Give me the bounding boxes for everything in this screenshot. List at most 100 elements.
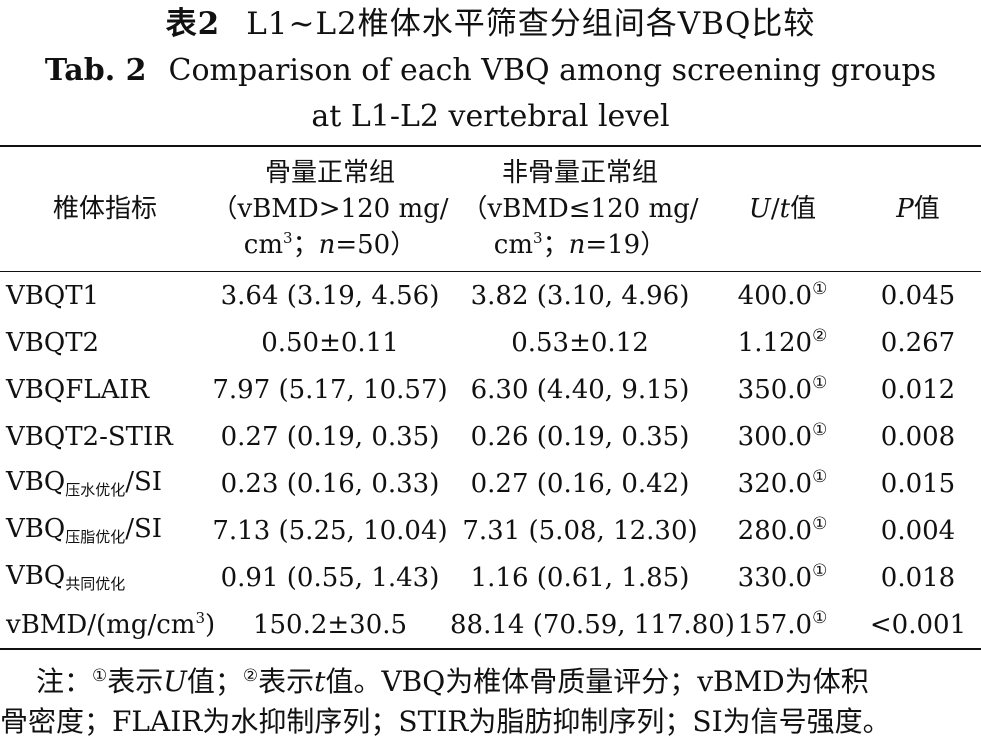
table-row: VBQ共同优化 0.91 (0.55, 1.43) 1.16 (0.61, 1.85… [0,554,981,601]
table-row: VBQ压水优化/SI 0.23 (0.16, 0.33) 0.27 (0.16, 0… [0,460,981,507]
table-label-cn: 表2 [165,6,221,42]
indicator-subscript: 共同优化 [65,575,126,593]
header-normal-count: =50） [335,230,417,260]
stat-value: 330.0 [737,562,813,593]
stat-value: 300.0 [737,421,813,452]
header-p-value: P值 [855,146,981,272]
table-row: VBQT1 3.64 (3.19, 4.56) 3.82 (3.10, 4.96) 4… [0,272,981,320]
indicator-main: VBQT2-STIR [6,421,173,452]
indicator-subscript: 压脂优化 [65,528,126,546]
stat-value: 320.0 [737,468,813,499]
header-indicator: 椎体指标 [52,194,157,224]
cell-indicator: VBQ压脂优化/SI [0,507,210,554]
cell-statistic: 300.0① [710,413,855,460]
indicator-tail: ) [205,609,216,640]
footnote-line1: 注：①表示U值；②表示t值。VBQ为椎体骨质量评分；vBMD为体积 [0,662,981,702]
cell-abnormal: 0.26 (0.19, 0.35) [470,421,690,452]
header-abnormal-n: n [568,230,586,260]
cell-normal: 0.91 (0.55, 1.43) [220,562,440,593]
cell-normal: 3.64 (3.19, 4.56) [220,280,440,311]
header-p: P [896,194,914,224]
table-title-cn: 表2 L1~L2椎体水平筛查分组间各VBQ比较 [0,4,981,44]
footnote-mark-2: ② [242,666,259,686]
cell-p-value: 0.008 [880,421,956,452]
cell-statistic: 350.0① [710,366,855,413]
header-normal-n: n [318,230,336,260]
stat-mark: ① [812,513,828,534]
cell-abnormal: 3.82 (3.10, 4.96) [470,280,690,311]
footnote-t: t [314,665,326,698]
stat-mark: ① [812,466,828,487]
table-title-cn-text: L1~L2椎体水平筛查分组间各VBQ比较 [246,6,816,42]
stat-value: 400.0 [737,280,813,311]
header-abnormal-count: =19） [585,230,667,260]
indicator-tail: /SI [125,467,163,497]
header-abnormal-sup: 3 [533,229,543,247]
cell-p-value: 0.045 [880,280,956,311]
stat-mark: ① [812,372,828,393]
cell-p-value: 0.004 [880,515,956,546]
cell-abnormal: 1.16 (0.61, 1.85) [470,562,690,593]
cell-p-value: <0.001 [869,609,967,640]
indicator-main: VBQ [6,467,66,497]
table-header-row: 椎体指标 骨量正常组 （vBMD>120 mg/ cm3；n=50） 非骨量正常… [0,146,981,272]
footnote-text-2: 值； [186,665,243,698]
header-stat-u: U [748,194,771,224]
footnote-text-3: 表示 [258,665,315,698]
stat-value: 280.0 [737,515,813,546]
footnote-text-1: 表示 [107,665,164,698]
indicator-main: VBQ [6,561,66,591]
cell-p-value: 0.012 [880,374,956,405]
cell-p-value: 0.018 [880,562,956,593]
cell-abnormal: 6.30 (4.40, 9.15) [470,374,690,405]
cell-statistic: 330.0① [710,554,855,601]
header-normal-sep: ； [292,230,319,260]
cell-statistic: 400.0① [710,272,855,320]
header-normal-line3: cm3；n=50） [210,227,450,263]
cell-normal: 7.97 (5.17, 10.57) [212,374,448,405]
header-abnormal-unit: cm [493,230,534,260]
cell-indicator: VBQT2-STIR [0,413,210,460]
stat-mark: ② [812,325,828,346]
stat-mark: ① [812,278,828,299]
table-footnote: 注：①表示U值；②表示t值。VBQ为椎体骨质量评分；vBMD为体积 骨密度；FL… [0,662,981,742]
stat-value: 350.0 [737,374,813,405]
cell-normal: 7.13 (5.25, 10.04) [212,515,448,546]
cell-normal: 150.2±30.5 [252,609,408,640]
table-row: VBQFLAIR 7.97 (5.17, 10.57) 6.30 (4.40, 9.… [0,366,981,413]
footnote-prefix: 注： [36,665,93,698]
header-abnormal-line2: （vBMD≤120 mg/ [461,194,699,224]
header-stat-rest: 值 [790,194,817,224]
cell-abnormal: 7.31 (5.08, 12.30) [462,515,698,546]
indicator-tail: /SI [125,514,163,544]
indicator-main: VBQT1 [6,280,100,311]
table-row: vBMD/(mg/cm3) 150.2±30.5 88.14 (70.59, 117… [0,601,981,649]
indicator-sup: 3 [195,608,205,627]
indicator-main: vBMD/(mg/cm [6,609,196,640]
cell-indicator: vBMD/(mg/cm3) [0,601,215,649]
header-normal-sup: 3 [283,229,293,247]
stat-value: 1.120 [737,327,813,358]
header-normal-group: 骨量正常组 （vBMD>120 mg/ cm3；n=50） [210,146,450,272]
cell-normal: 0.27 (0.19, 0.35) [220,421,440,452]
header-abnormal-line3: cm3；n=19） [450,227,710,263]
cell-abnormal: 0.53±0.12 [511,327,649,358]
cell-indicator: VBQFLAIR [0,366,210,413]
cell-indicator: VBQ压水优化/SI [0,460,210,507]
stat-value: 157.0 [737,609,813,640]
indicator-main: VBQ [6,514,66,544]
comparison-table: 椎体指标 骨量正常组 （vBMD>120 mg/ cm3；n=50） 非骨量正常… [0,145,981,650]
footnote-line2: 骨密度；FLAIR为水抑制序列；STIR为脂肪抑制序列；SI为信号强度。 [0,705,891,738]
header-normal-line2: （vBMD>120 mg/ [211,194,449,224]
cell-statistic: 280.0① [710,507,855,554]
table-title-en-text-1: Comparison of each VBQ among screening g… [168,53,937,88]
header-stat-slash: / [770,194,780,224]
cell-indicator: VBQ共同优化 [0,554,210,601]
table-row: VBQT2 0.50±0.11 0.53±0.12 1.120② 0.267 [0,319,981,366]
header-abnormal-group: 非骨量正常组 （vBMD≤120 mg/ cm3；n=19） [450,146,710,272]
indicator-main: VBQFLAIR [6,374,150,405]
header-abnormal-line1: 非骨量正常组 [501,158,658,188]
header-normal-line1: 骨量正常组 [264,158,395,188]
indicator-subscript: 压水优化 [65,481,126,499]
